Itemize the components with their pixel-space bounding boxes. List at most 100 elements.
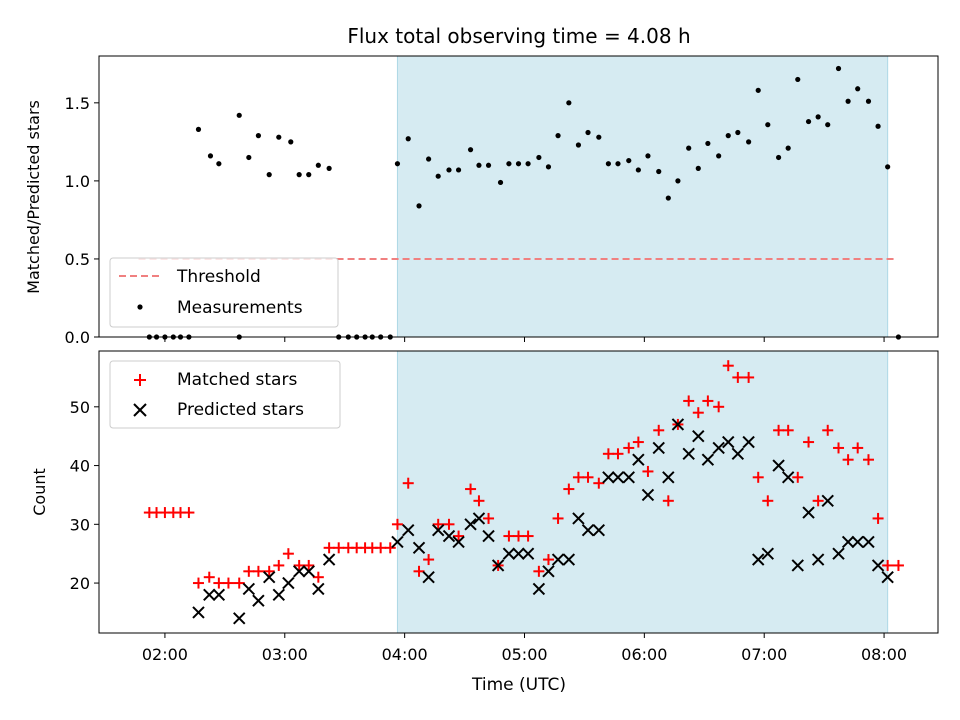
predicted-star-marker bbox=[862, 535, 875, 549]
matched-star-marker bbox=[384, 542, 396, 554]
measurement-point bbox=[467, 147, 474, 153]
predicted-star-marker bbox=[491, 559, 505, 572]
x-axis-label: Time (UTC) bbox=[471, 675, 566, 695]
predicted-star-marker bbox=[701, 453, 715, 466]
measurement-point bbox=[635, 167, 641, 173]
count-y-axis-label: Count bbox=[30, 468, 49, 516]
predicted-star-marker bbox=[722, 435, 735, 449]
predicted-star-marker bbox=[312, 582, 325, 596]
measurement-point bbox=[266, 172, 272, 178]
predicted-star-marker bbox=[521, 547, 535, 560]
matched-star-marker bbox=[552, 512, 564, 524]
matched-star-marker bbox=[623, 442, 635, 454]
measurement-point bbox=[566, 100, 572, 106]
predicted-star-marker bbox=[632, 453, 645, 466]
matched-star-marker bbox=[582, 471, 594, 483]
predicted-star-marker bbox=[781, 471, 795, 484]
measurement-point bbox=[207, 153, 214, 159]
matched-star-marker bbox=[183, 507, 195, 519]
measurement-point bbox=[306, 172, 312, 178]
predicted-star-marker bbox=[791, 559, 804, 572]
predicted-star-marker bbox=[841, 535, 855, 549]
ratio-y-ticks: 0.0 0.5 1.0 1.5 bbox=[65, 94, 99, 347]
measurement-point bbox=[525, 161, 531, 167]
predicted-star-marker bbox=[652, 441, 665, 455]
x-tick-label: 02:00 bbox=[142, 645, 188, 664]
predicted-star-marker bbox=[502, 547, 516, 560]
count-legend: Matched stars Predicted stars bbox=[109, 360, 341, 429]
measurement-point bbox=[455, 167, 462, 173]
ratio-x-ticks bbox=[164, 337, 885, 342]
measurement-point bbox=[555, 133, 561, 139]
matched-star-marker bbox=[892, 559, 904, 571]
matched-star-marker bbox=[773, 424, 785, 436]
measurement-point bbox=[885, 164, 891, 170]
predicted-star-marker bbox=[592, 523, 606, 537]
matched-legend-label: Matched stars bbox=[177, 370, 297, 390]
x-tick-label: 06:00 bbox=[621, 645, 667, 664]
measurement-point bbox=[656, 168, 662, 175]
matched-star-marker bbox=[722, 360, 734, 372]
matched-star-marker bbox=[713, 401, 725, 413]
count-axes-frame bbox=[98, 350, 939, 634]
matched-star-marker bbox=[333, 542, 345, 554]
measurement-point bbox=[865, 98, 872, 104]
predicted-star-marker bbox=[742, 435, 755, 449]
predicted-star-marker bbox=[622, 471, 635, 484]
matched-star-marker bbox=[263, 565, 275, 577]
matched-star-marker bbox=[402, 477, 414, 489]
x-tick-label: 05:00 bbox=[501, 645, 547, 664]
measurement-point bbox=[755, 87, 761, 93]
matched-star-marker bbox=[413, 565, 425, 577]
matched-star-marker bbox=[602, 448, 614, 460]
matched-star-marker bbox=[243, 565, 255, 577]
matched-star-marker bbox=[593, 477, 605, 489]
measurement-point bbox=[485, 162, 492, 168]
matched-star-marker bbox=[453, 530, 465, 542]
observing-span-shading bbox=[396, 55, 889, 338]
measurement-point bbox=[746, 139, 752, 145]
matched-star-marker bbox=[762, 495, 774, 507]
predicted-star-marker bbox=[442, 529, 456, 543]
measurement-point bbox=[416, 203, 422, 209]
matched-star-marker bbox=[653, 424, 665, 436]
predicted-star-marker bbox=[761, 547, 775, 560]
matched-star-marker bbox=[842, 454, 854, 466]
measurement-point bbox=[575, 142, 582, 148]
predicted-star-marker bbox=[402, 523, 415, 537]
predicted-star-marker bbox=[611, 471, 625, 484]
matched-star-marker bbox=[872, 512, 884, 524]
predicted-star-marker bbox=[832, 547, 845, 560]
predicted-star-marker bbox=[203, 588, 216, 602]
x-tick-label: 08:00 bbox=[861, 645, 907, 664]
measurement-point bbox=[835, 65, 842, 72]
predicted-star-marker bbox=[452, 535, 465, 549]
measurement-point bbox=[545, 164, 552, 170]
measurement-point bbox=[596, 134, 602, 140]
matched-star-marker bbox=[882, 559, 894, 571]
matched-star-marker bbox=[812, 495, 824, 507]
predicted-star-marker bbox=[712, 441, 725, 455]
predicted-star-marker bbox=[602, 471, 615, 484]
matched-star-marker bbox=[852, 442, 864, 454]
ratio-panel: 0.0 0.5 1.0 1.5 Flux total observing time =… bbox=[24, 24, 939, 347]
measurement-point bbox=[255, 133, 262, 139]
matched-star-marker bbox=[683, 395, 695, 407]
matched-star-marker bbox=[432, 518, 444, 530]
predicted-star-marker bbox=[821, 494, 834, 508]
matched-star-marker bbox=[273, 559, 285, 571]
measurement-point bbox=[585, 129, 591, 136]
measurement-points bbox=[146, 65, 902, 340]
predicted-star-marker bbox=[242, 582, 256, 596]
y-tick-label: 50 bbox=[70, 398, 90, 417]
predicted-star-marker bbox=[752, 553, 765, 566]
predicted-star-marker bbox=[212, 588, 226, 602]
count-x-ticks: 02:00 03:00 04:00 05:00 06:00 07:00 08:00 bbox=[142, 633, 907, 664]
measurement-point bbox=[236, 112, 242, 118]
measurement-point bbox=[645, 153, 651, 159]
measurement-point bbox=[785, 145, 791, 151]
predicted-star-marker bbox=[682, 447, 695, 461]
measurement-point bbox=[446, 167, 452, 173]
matched-star-marker bbox=[522, 530, 534, 542]
measurement-point bbox=[326, 165, 332, 171]
